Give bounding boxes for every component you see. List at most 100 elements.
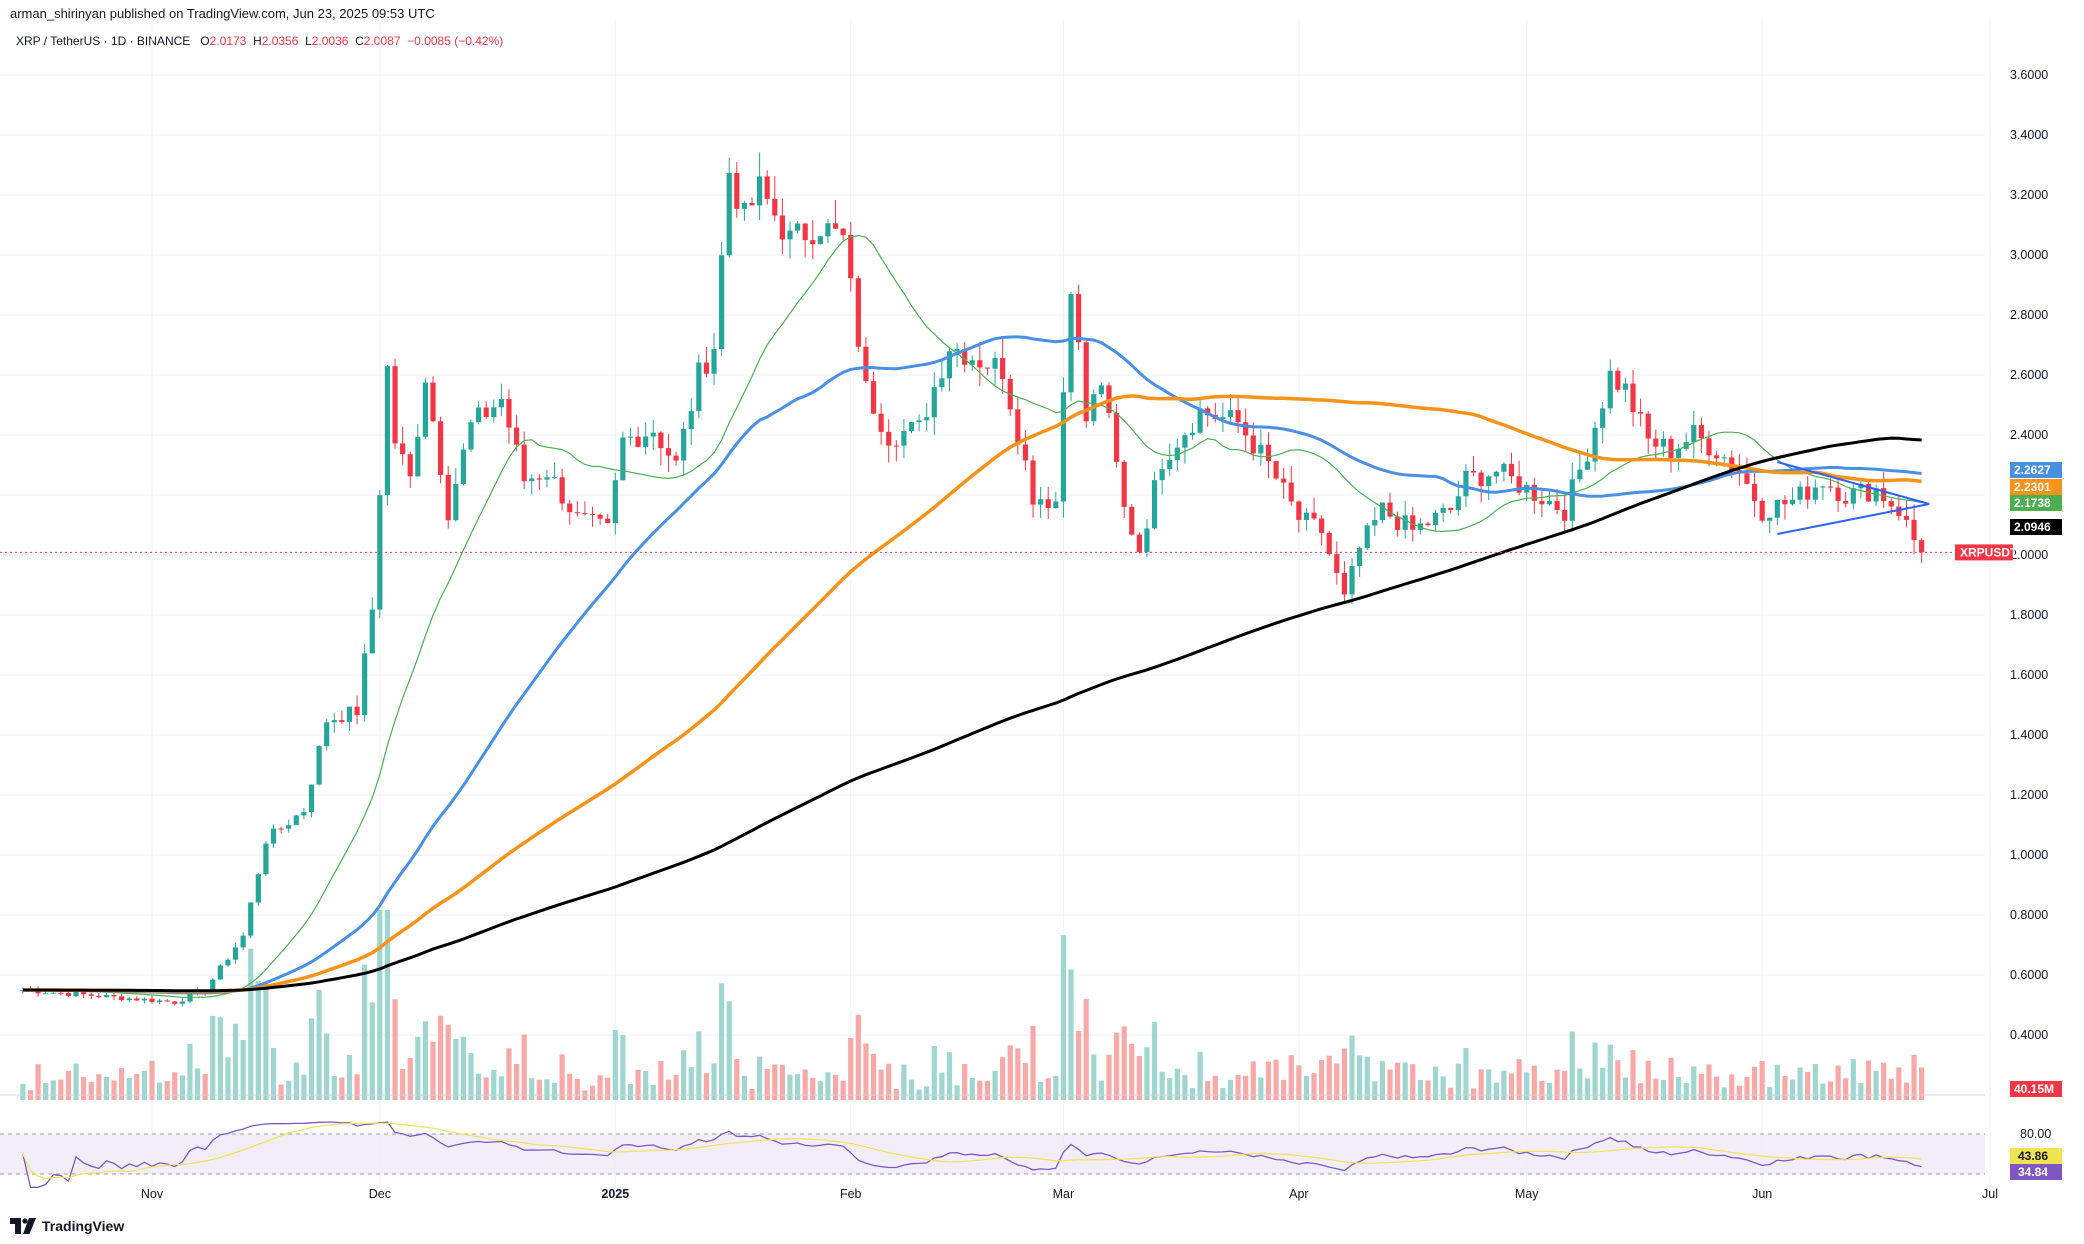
candle-body (1265, 444, 1272, 462)
volume-bar (248, 948, 254, 1100)
volume-bar (1235, 1074, 1241, 1100)
y-tick-label: 2.4000 (2010, 428, 2048, 442)
candle-body (582, 513, 588, 515)
candle-body (240, 935, 246, 948)
volume-bar (1827, 1081, 1834, 1100)
volume-bar (270, 1048, 277, 1100)
volume-bar (513, 1063, 520, 1100)
symbol-name[interactable]: XRP / TetherUS · 1D · BINANCE (16, 34, 191, 48)
y-tick-label: 2.8000 (2010, 308, 2048, 322)
candle-body (1281, 478, 1287, 483)
y-tick-label: 0.8000 (2010, 908, 2048, 922)
candle-body (513, 427, 520, 445)
candle-body (711, 348, 717, 374)
volume-bar (50, 1080, 56, 1100)
candle-body (521, 444, 527, 482)
volume-bar (1774, 1064, 1780, 1100)
volume-bar (794, 1074, 801, 1100)
volume-bar (1865, 1060, 1872, 1100)
candle-body (1592, 427, 1598, 462)
candle-body (1577, 469, 1583, 480)
volume-bar (1197, 1051, 1203, 1100)
volume-bar (1243, 1075, 1249, 1100)
y-tick-label: 0.6000 (2010, 968, 2048, 982)
volume-bar (1888, 1078, 1894, 1100)
tradingview-logo[interactable]: TradingView (10, 1218, 124, 1234)
volume-bar (1569, 1031, 1575, 1100)
candle-body (1470, 470, 1477, 473)
volume-bar (324, 1033, 330, 1100)
volume-bar (703, 1073, 710, 1100)
candle-body (772, 198, 778, 216)
candle-body (1083, 342, 1089, 422)
candle-body (1258, 444, 1264, 454)
candle-body (498, 399, 504, 408)
candle-body (506, 399, 512, 428)
candle-body (377, 495, 383, 610)
volume-bar (779, 1064, 785, 1100)
candle-body (134, 998, 140, 1001)
candle-body (422, 382, 429, 437)
y-tick-label: 1.0000 (2010, 848, 2048, 862)
volume-bar (1334, 1063, 1340, 1100)
volume-bar (187, 1043, 193, 1100)
candle-body (1341, 572, 1348, 595)
volume-bar (893, 1088, 899, 1100)
volume-bar (232, 1023, 239, 1100)
volume-bar (1562, 1070, 1568, 1100)
ma50-line (22, 335, 1922, 995)
y-tick-label: 3.6000 (2010, 68, 2048, 82)
candle-body (802, 223, 808, 241)
volume-bar (1303, 1075, 1310, 1100)
volume-bar (1189, 1088, 1196, 1100)
volume-bar (1919, 1067, 1925, 1100)
rsi-value-tag: 34.84 (2018, 1165, 2048, 1179)
volume-bar (369, 1002, 375, 1100)
candle-body (536, 478, 542, 480)
volume-bar (665, 1079, 672, 1100)
y-tick-label: 2.0000 (2010, 548, 2048, 562)
volume-bar (1273, 1059, 1279, 1100)
volume-bar (453, 1039, 459, 1100)
volume-bar (1045, 1078, 1051, 1100)
candle-body (1364, 525, 1370, 549)
candle-body (1698, 425, 1704, 439)
candle-body (1911, 519, 1917, 541)
volume-bar (1258, 1077, 1264, 1100)
ma100-line (22, 394, 1922, 994)
volume-bar (627, 1083, 634, 1100)
candle-body (1349, 566, 1355, 595)
volume-bar (1470, 1088, 1477, 1100)
volume-bar (1326, 1055, 1332, 1100)
volume-bar (316, 989, 322, 1100)
candle-body (415, 436, 421, 477)
candle-body (1235, 410, 1241, 423)
volume-bar (1691, 1066, 1697, 1100)
volume-bar (1729, 1074, 1735, 1100)
candle-body (1676, 448, 1682, 458)
volume-bar (1068, 969, 1074, 1100)
volume-bar (225, 1057, 231, 1100)
candle-body (1744, 473, 1750, 484)
candle-body (58, 992, 64, 994)
candle-body (263, 843, 269, 875)
candle-body (878, 413, 884, 432)
candle-body (544, 477, 550, 480)
volume-bar (1250, 1061, 1256, 1100)
volume-bar (354, 1074, 360, 1100)
volume-bar (1319, 1059, 1325, 1100)
volume-bar (35, 1064, 41, 1100)
candle-body (1668, 438, 1674, 458)
candle-body (1060, 392, 1067, 502)
candle-body (977, 360, 983, 368)
volume-bar (468, 1052, 474, 1100)
candle-body (1843, 500, 1849, 504)
candle-body (779, 215, 785, 240)
candle-body (1607, 370, 1613, 409)
candle-body (81, 992, 87, 995)
candle-body (1167, 460, 1173, 470)
candle-body (369, 609, 375, 654)
candle-body (126, 998, 132, 1001)
volume-bar (1432, 1066, 1439, 1100)
